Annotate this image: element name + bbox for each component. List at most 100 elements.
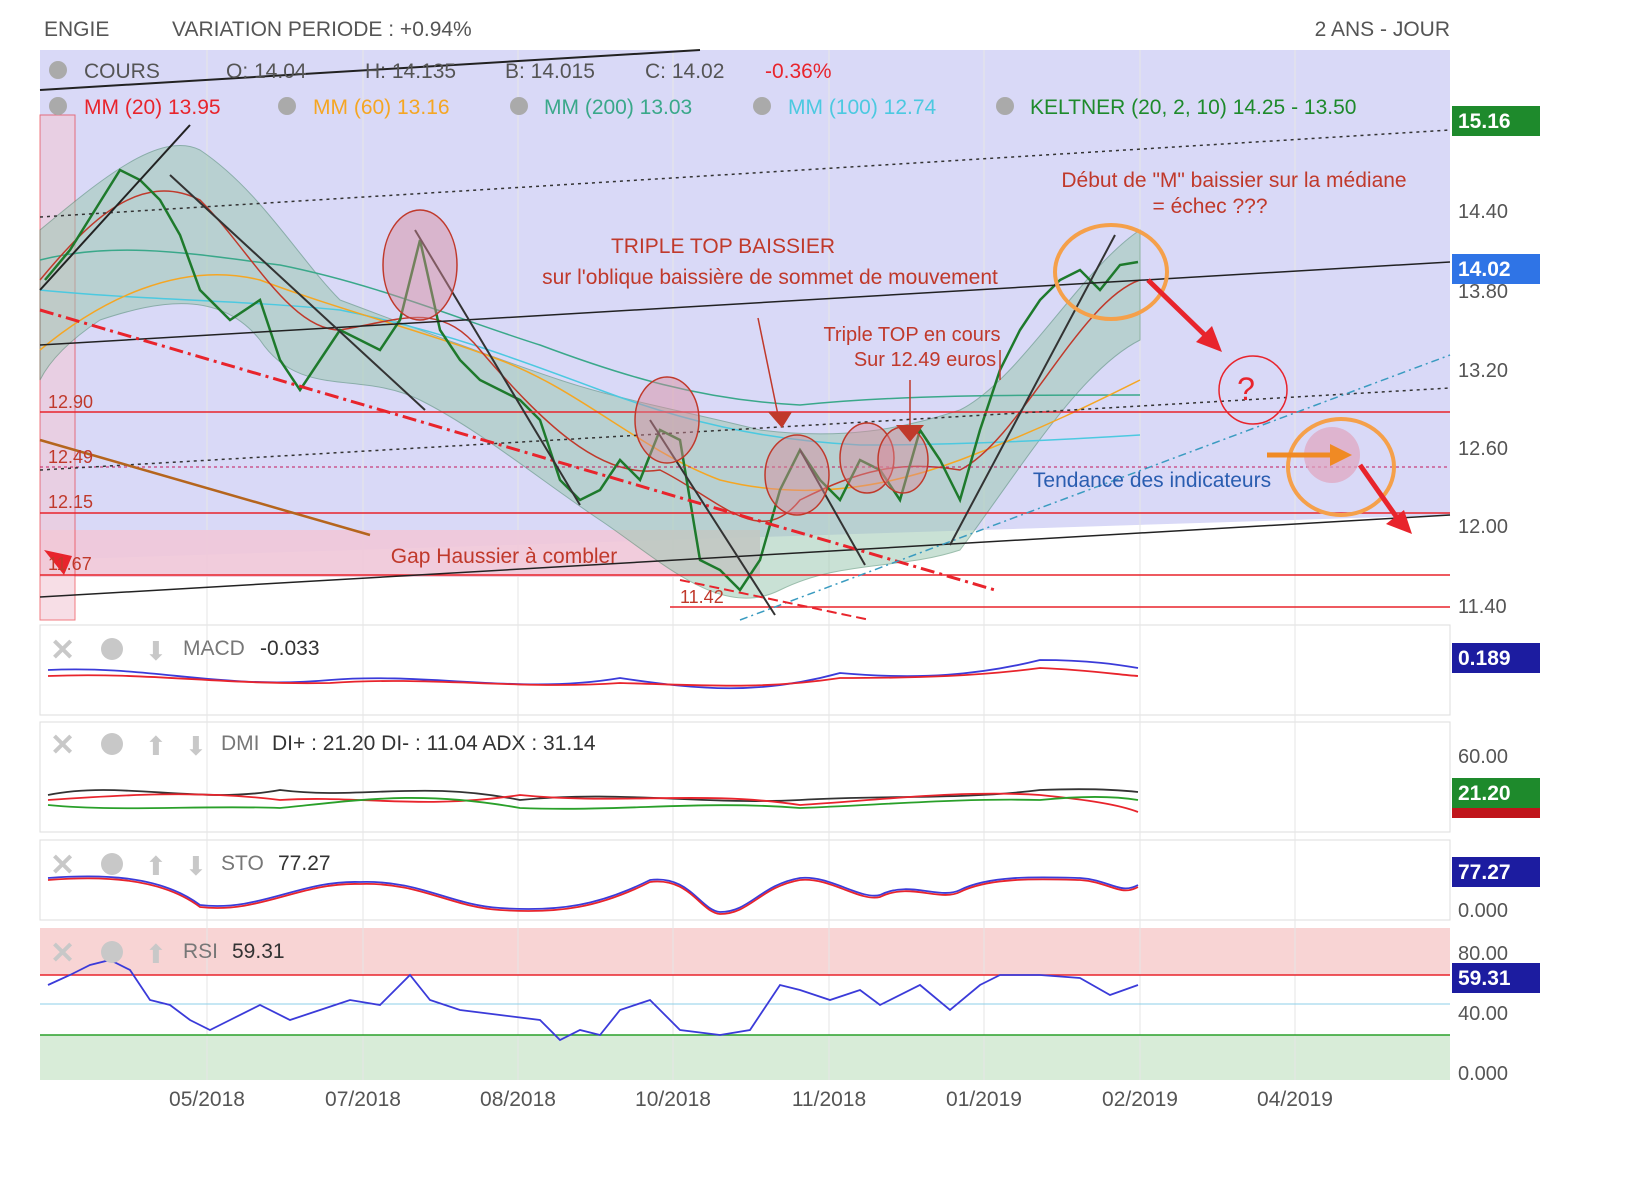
triple-top-title: TRIPLE TOP BAISSIER [611,235,835,258]
badge-dmi [1452,778,1540,808]
badge-dmi-red [1452,808,1540,818]
price-line [44,168,1139,592]
x-tick: 02/2019 [1102,1088,1178,1111]
x-tick: 05/2018 [169,1088,245,1111]
rsi-name: RSI [183,940,218,963]
gear-icon[interactable] [101,853,123,875]
macd-lines [47,659,1139,690]
gear-icon[interactable] [101,941,123,963]
level-1167: 11.67 [48,554,92,574]
x-tick: 04/2019 [1257,1088,1333,1111]
rsi-tick: 80.00 [1458,943,1508,965]
panel-control-icons[interactable]: ✕ ⬇ ✕ ⬆ ⬇ ✕ ⬆ ⬇ ✕ ⬆ [50,634,207,970]
gear-icon[interactable] [510,97,528,115]
level-1215: 12.15 [48,492,93,512]
ma20-label: MM (20) 13.95 [84,96,221,119]
dmi-panel [39,721,1451,833]
price-tick: 12.00 [1458,516,1508,538]
close-icon[interactable]: ✕ [50,937,75,970]
keltner-label: KELTNER (20, 2, 10) 14.25 - 13.50 [1030,96,1356,119]
gear-icon[interactable] [49,97,67,115]
rsi-mid-zone [40,975,1450,1035]
ma100-label: MM (100) 12.74 [788,96,937,119]
level-1142: 11.42 [680,587,724,607]
badge-last-value: 14.02 [1458,258,1511,281]
arrow-down-icon[interactable]: ⬇ [185,731,207,761]
question-mark: ? [1237,371,1255,407]
gap-label: Gap Haussier à combler [391,545,617,568]
rsi-oversold-zone [40,1035,1450,1080]
m-pattern-circle [1053,223,1169,321]
close-icon[interactable]: ✕ [50,729,75,762]
triple-top-current-line2: Sur 12.49 euros [854,349,996,371]
arrow-down-icon[interactable]: ⬇ [185,851,207,881]
support-resistance-levels [40,411,1450,608]
ma-100-line [39,289,1141,446]
sto-lines [47,875,1139,915]
badge-top-value: 15.16 [1458,110,1511,133]
price-tick: 13.80 [1458,281,1508,303]
ma-200-line [39,249,1141,406]
sto-name: STO [221,852,264,875]
dmi-lines [47,788,1139,813]
dmi-name: DMI [221,732,260,755]
rsi-badge-value: 59.31 [1458,967,1511,990]
trend-lines [39,49,1451,621]
price-tick: 14.40 [1458,201,1508,223]
gear-icon[interactable] [278,97,296,115]
dmi-value: DI+ : 21.20 DI- : 11.04 ADX : 31.14 [272,732,596,755]
close-icon[interactable]: ✕ [50,849,75,882]
dmi-badge-value: 21.20 [1458,782,1511,805]
badge-rsi [1452,963,1540,993]
badge-last [1452,254,1540,284]
x-tick: 01/2019 [946,1088,1022,1111]
change-value: -0.36% [765,60,832,83]
gear-icon[interactable] [996,97,1014,115]
ma60-label: MM (60) 13.16 [313,96,450,119]
badge-sto [1452,857,1540,887]
sto-value: 77.27 [278,852,331,875]
period-label[interactable]: 2 ANS - JOUR [1315,18,1450,41]
legend-gear-icons[interactable] [49,61,1014,115]
open-value: O: 14.04 [226,60,307,83]
high-value: H: 14.135 [365,60,456,83]
level-1249: 12.49 [48,447,93,467]
sto-tick: 0.000 [1458,900,1508,922]
gear-icon[interactable] [753,97,771,115]
m-pattern-line1: Début de "M" baissier sur la médiane [1061,169,1406,192]
gear-icon[interactable] [101,638,123,660]
arrow-up-icon[interactable]: ⬆ [145,851,167,881]
gear-icon[interactable] [49,61,67,79]
arrow-down-icon[interactable]: ⬇ [145,636,167,666]
rsi-line [47,959,1139,1042]
triple-top-subtitle: sur l'oblique baissière de sommet de mou… [542,266,998,289]
variation-label: VARIATION PERIODE : +0.94% [172,18,472,41]
rsi-overbought-zone [40,928,1450,975]
m-pattern-line2: = échec ??? [1152,195,1267,218]
rsi-tick: 40.00 [1458,1003,1508,1025]
annotation-arrows [44,278,1412,575]
ma200-label: MM (200) 13.03 [544,96,692,119]
target-circle [1286,417,1396,517]
arrow-up-icon[interactable]: ⬆ [145,939,167,969]
close-icon[interactable]: ✕ [50,634,75,667]
x-tick: 11/2018 [792,1088,866,1111]
triple-top-current-line1: Triple TOP en cours [823,324,1000,346]
arrow-up-icon[interactable]: ⬆ [145,731,167,761]
macd-name: MACD [183,637,245,660]
x-tick: 10/2018 [635,1088,711,1111]
price-tick: 12.60 [1458,438,1508,460]
macd-panel [39,624,1451,716]
symbol-label: ENGIE [44,18,109,41]
badge-macd [1452,643,1540,673]
x-tick: 07/2018 [325,1088,401,1111]
gear-icon[interactable] [101,733,123,755]
x-tick: 08/2018 [480,1088,556,1111]
indicators-trend-label: Tendance des indicateurs [1033,469,1271,492]
sto-badge-value: 77.27 [1458,861,1511,884]
macd-value: -0.033 [260,637,320,660]
pattern-circles [382,209,929,516]
badge-top [1452,106,1540,136]
price-tick: 13.20 [1458,360,1508,382]
